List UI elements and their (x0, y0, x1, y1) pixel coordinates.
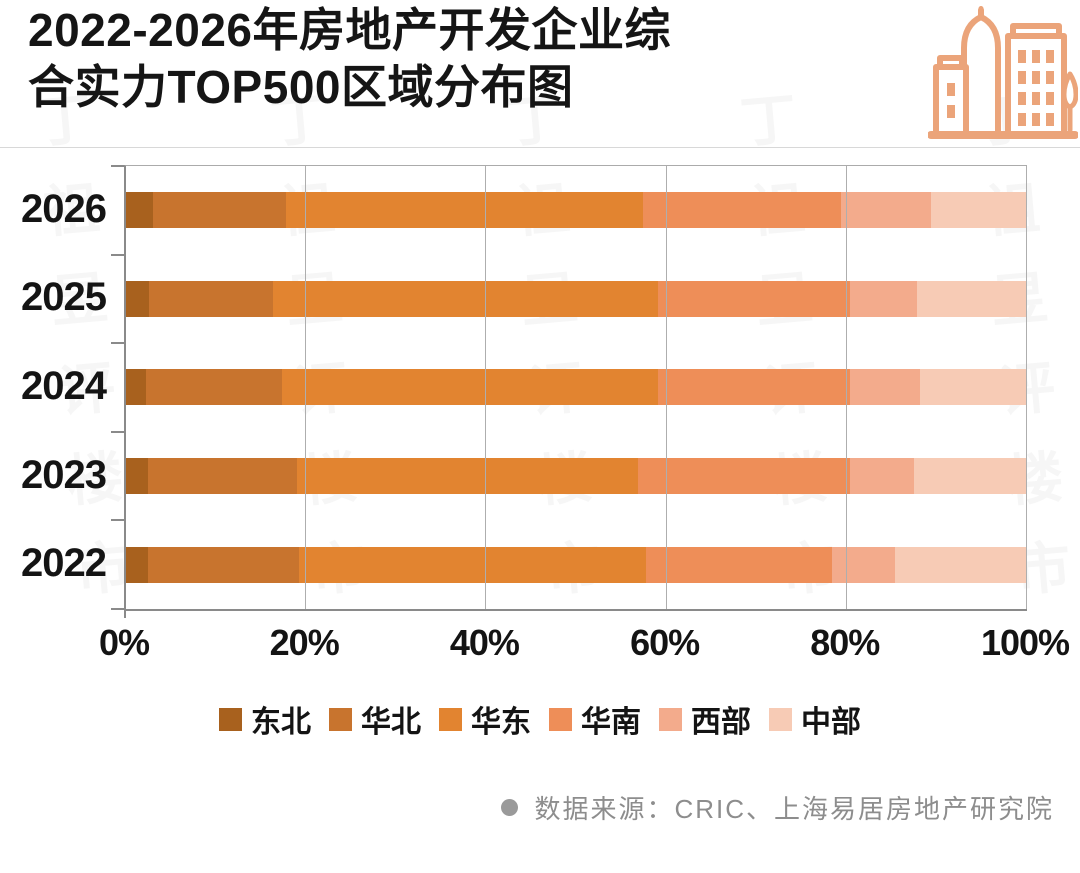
legend-label: 华东 (471, 706, 531, 739)
bar-segment-2023-中部 (914, 458, 1027, 495)
legend: 东北 华北 华东 华南 西部 中部 (0, 697, 1080, 741)
x-tick-label: 100% (980, 622, 1070, 663)
title-line-1: 2022-2026年房地产开发企业综 (28, 4, 671, 56)
bar-row-2025 (126, 255, 1027, 344)
gridline-40% (485, 166, 487, 609)
y-tick (111, 253, 124, 256)
x-axis-tick-labels: 0% 20% 40% 60% 80% 100% (99, 622, 1070, 668)
gridline-20% (305, 166, 307, 609)
legend-swatch (549, 707, 572, 731)
legend-swatch (659, 707, 682, 731)
legend-label: 华南 (581, 706, 641, 739)
gridline-60% (665, 166, 667, 609)
bar-row-2023 (126, 432, 1027, 521)
x-axis-zero-tick (124, 609, 126, 618)
y-axis-label: 2026 (21, 186, 107, 231)
y-tick (111, 519, 124, 522)
x-tick-label: 80% (810, 622, 880, 663)
bar-segment-2023-东北 (126, 458, 148, 495)
bar-row-2024 (126, 343, 1027, 432)
source-text: 数据来源：CRIC、上海易居房地产研究院 (534, 794, 1054, 824)
y-tick (111, 165, 124, 167)
source-note: 数据来源：CRIC、上海易居房地产研究院 (501, 789, 1054, 826)
legend-item-东北: 东北 (219, 697, 311, 741)
x-tick-label: 0% (98, 622, 150, 663)
legend-item-中部: 中部 (769, 697, 861, 741)
bar-segment-2024-东北 (126, 369, 146, 406)
bar-segment-2026-西部 (841, 192, 931, 229)
legend-swatch (329, 707, 352, 731)
bar-segment-2024-华东 (281, 369, 659, 406)
bar-segment-2022-华东 (298, 546, 646, 583)
building-windows (1018, 50, 1054, 126)
bar-segment-2025-华北 (149, 280, 273, 317)
legend-label: 西部 (691, 706, 751, 739)
x-tick-label: 20% (269, 622, 340, 663)
bar-segment-2024-华南 (658, 369, 851, 406)
bar-segment-2025-东北 (126, 280, 150, 317)
bar-segment-2026-中部 (930, 192, 1027, 229)
legend-item-西部: 西部 (659, 697, 751, 741)
bar-segment-2026-华东 (286, 192, 644, 229)
bar-segment-2024-西部 (850, 369, 920, 406)
bar-segment-2026-东北 (126, 192, 154, 229)
bar-segment-2023-华北 (147, 458, 298, 495)
legend-item-华北: 华北 (329, 697, 421, 741)
legend-swatch (439, 707, 462, 731)
x-tick-label: 40% (449, 622, 520, 663)
bar-segment-2025-华东 (272, 280, 659, 317)
bar-segment-2026-华南 (643, 192, 842, 229)
header-divider (0, 147, 1080, 148)
bar-segment-2022-西部 (832, 546, 896, 583)
page-title: 2022-2026年房地产开发企业综 合实力TOP500区域分布图 (28, 2, 671, 116)
bar-segment-2025-西部 (850, 280, 918, 317)
legend-swatch (769, 707, 792, 731)
bar-segment-2022-东北 (126, 546, 148, 583)
bar-segment-2025-中部 (917, 280, 1027, 317)
bar-segment-2022-华南 (645, 546, 833, 583)
title-line-2: 合实力TOP500区域分布图 (28, 61, 574, 113)
y-axis-label: 2024 (21, 363, 107, 408)
bar-rows (126, 166, 1027, 609)
bar-segment-2022-华北 (147, 546, 299, 583)
y-tick (111, 608, 124, 610)
y-axis-label: 2022 (21, 541, 107, 586)
bar-row-2026 (126, 166, 1027, 255)
bar-segment-2026-华北 (153, 192, 287, 229)
y-axis-label: 2023 (21, 452, 107, 497)
legend-item-华南: 华南 (549, 697, 641, 741)
bar-row-2022 (126, 520, 1027, 609)
bar-segment-2022-中部 (895, 546, 1027, 583)
bar-segment-2024-中部 (919, 369, 1027, 406)
x-tick-label: 60% (630, 622, 700, 663)
bar-segment-2024-华北 (145, 369, 282, 406)
bullet-icon (501, 799, 519, 816)
y-axis-labels: 2026 2025 2024 2023 2022 (0, 165, 107, 608)
gridline-80% (845, 166, 847, 609)
bar-segment-2023-华南 (637, 458, 851, 495)
legend-label: 华北 (361, 706, 421, 739)
legend-label: 中部 (801, 706, 861, 739)
plot-area (111, 165, 1027, 618)
y-axis-label: 2025 (21, 275, 107, 320)
y-tick (111, 430, 124, 433)
buildings-icon (928, 6, 1078, 139)
bar-segment-2023-西部 (850, 458, 915, 495)
legend-item-华东: 华东 (439, 697, 531, 741)
gridline-100% (1026, 166, 1027, 609)
legend-swatch (219, 707, 242, 731)
legend-label: 东北 (251, 706, 311, 739)
bar-segment-2025-华南 (658, 280, 851, 317)
y-tick (111, 342, 124, 345)
bar-segment-2023-华东 (297, 458, 638, 495)
